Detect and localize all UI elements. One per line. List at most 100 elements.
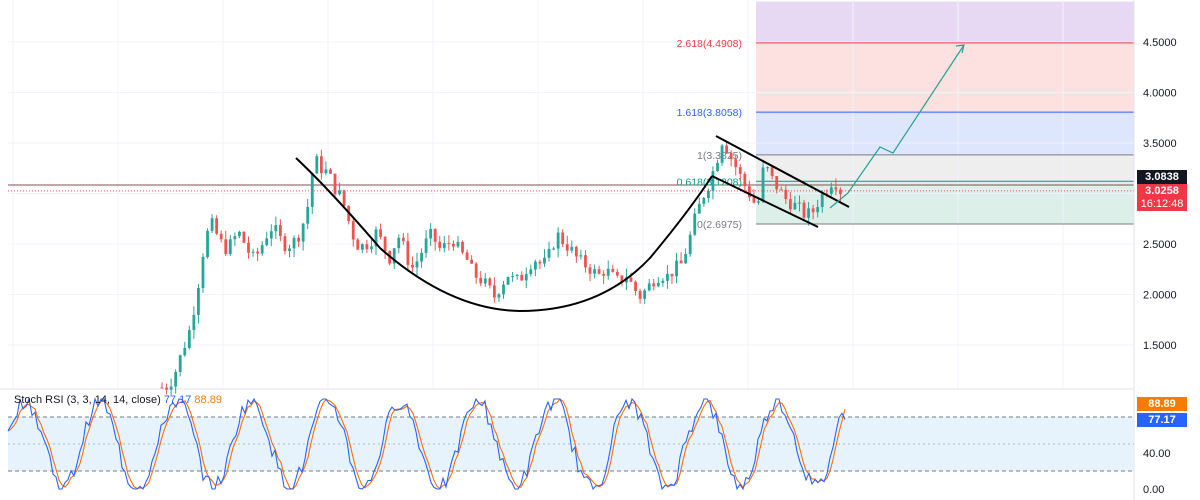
candle-body [757, 201, 760, 203]
price-tick-label: 4.5000 [1143, 37, 1177, 49]
candle-body [183, 347, 187, 356]
candle-body [251, 251, 255, 253]
candle-body [734, 159, 738, 168]
candle-body [456, 241, 460, 247]
price-tick-label: 3.5000 [1143, 138, 1177, 150]
candle-body [798, 202, 801, 204]
stoch-k-value-tag: 77.17 [1137, 413, 1187, 427]
candle-body [465, 252, 469, 260]
cup-curve [295, 157, 713, 313]
candle-body [725, 145, 729, 153]
candle-body [442, 243, 446, 248]
candle-body [666, 273, 669, 281]
candle-body [224, 239, 228, 254]
candle-body [802, 202, 806, 218]
candle-body [329, 169, 332, 174]
candle-body [383, 236, 387, 252]
candle-body [661, 280, 665, 283]
fib-zone-4 [756, 181, 1134, 225]
candle-body [429, 228, 433, 239]
candle-body [165, 387, 168, 390]
candle-body [511, 276, 515, 278]
candle-body [506, 276, 510, 285]
candle-body [615, 271, 619, 276]
candle-body [201, 257, 205, 288]
candle-body [219, 233, 223, 240]
candle-body [720, 145, 724, 163]
candle-body [834, 187, 838, 190]
candle-body [424, 238, 428, 253]
fib-level-label: 0(2.6975) [697, 219, 742, 231]
candle-body [606, 268, 610, 276]
candle-body [647, 283, 651, 291]
candle-body [461, 241, 464, 253]
candle-body [547, 248, 551, 258]
stoch-rsi-legend: Stoch RSI (3, 3, 14, 14, close) 77.17 88… [14, 394, 222, 406]
candle-body [360, 244, 364, 250]
wedge-lower-line [711, 175, 819, 228]
fib-zone-2 [756, 112, 1134, 155]
candle-body [397, 237, 401, 249]
candle-body [283, 236, 287, 252]
fibonacci-levels: 2.618(4.4908)1.618(3.8058)1(3.3825)0.618… [677, 38, 1134, 231]
candle-body [743, 173, 747, 187]
current-price-tag: 3.0258 [1137, 184, 1187, 198]
countdown-tag: 16:12:48 [1137, 197, 1187, 211]
candle-body [761, 167, 765, 202]
candle-body [675, 260, 678, 277]
candle-body [588, 267, 592, 274]
candle-body [178, 355, 182, 372]
candle-body [197, 287, 200, 315]
candle-body [474, 263, 478, 278]
candle-body [638, 291, 642, 299]
candle-body [497, 294, 501, 298]
candle-body [556, 232, 560, 249]
grid-lines [0, 0, 1134, 390]
candle-body [829, 187, 833, 194]
pattern-drawings [295, 44, 965, 313]
candle-body [811, 208, 815, 213]
candle-body [452, 243, 455, 247]
stoch-tick-label: 40.00 [1143, 448, 1171, 460]
fibonacci-zones [756, 1, 1134, 225]
candle-body [579, 255, 583, 257]
candle-body [406, 241, 410, 265]
candle-body [338, 190, 341, 195]
candle-body [784, 189, 788, 200]
candle-body [288, 248, 291, 252]
candle-body [584, 255, 587, 268]
candle-body [365, 244, 369, 250]
fib-zone-0 [756, 1, 1134, 43]
candle-body [652, 283, 656, 287]
price-tick-label: 2.0000 [1143, 290, 1177, 302]
candle-body [520, 274, 524, 281]
candle-body [766, 167, 769, 169]
candle-body [747, 186, 751, 198]
candle-body [620, 275, 624, 283]
price-tick-label: 1.5000 [1143, 340, 1177, 352]
candle-body [374, 229, 378, 247]
candle-body [656, 282, 660, 287]
candle-body [738, 167, 742, 174]
candle-body [684, 254, 688, 264]
candle-body [543, 257, 546, 264]
candle-body [356, 239, 360, 250]
candle-body [538, 261, 542, 264]
candle-body [215, 218, 219, 234]
candle-body [160, 387, 164, 389]
candle-body [670, 273, 674, 277]
candle-body [306, 206, 310, 224]
candle-body [238, 231, 241, 237]
candle-body [297, 237, 300, 242]
candle-body [447, 243, 451, 245]
candle-body [278, 225, 282, 237]
candle-body [524, 274, 528, 281]
fib-level-label: 1.618(3.8058) [677, 107, 742, 119]
candle-body [502, 284, 505, 295]
candle-body [256, 251, 260, 254]
candle-body [529, 269, 533, 275]
candle-body [169, 386, 173, 390]
candle-body [702, 198, 706, 204]
candle-body [752, 197, 756, 203]
